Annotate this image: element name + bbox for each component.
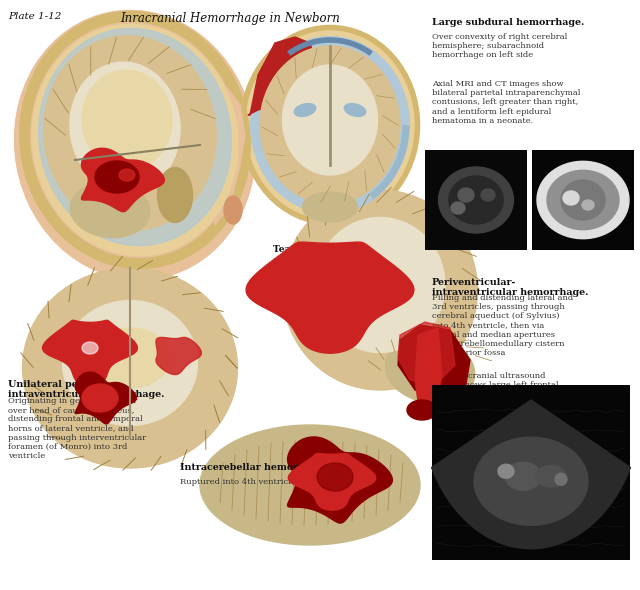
Ellipse shape (385, 337, 475, 403)
Ellipse shape (22, 268, 237, 468)
Polygon shape (449, 176, 503, 224)
Polygon shape (563, 191, 579, 205)
Polygon shape (547, 171, 619, 230)
Polygon shape (536, 466, 566, 487)
Ellipse shape (70, 182, 150, 238)
Polygon shape (156, 337, 202, 375)
Polygon shape (458, 188, 474, 202)
Ellipse shape (63, 300, 198, 425)
Polygon shape (82, 342, 98, 354)
Polygon shape (438, 167, 513, 233)
Polygon shape (582, 200, 594, 210)
Polygon shape (82, 384, 118, 412)
Text: Originating in germinal center
over head of caudate nucleus,
distending frontal : Originating in germinal center over head… (8, 397, 146, 460)
Ellipse shape (15, 11, 255, 280)
Ellipse shape (32, 24, 238, 255)
Polygon shape (210, 85, 245, 225)
Polygon shape (43, 320, 138, 386)
Polygon shape (398, 322, 455, 385)
Text: With massive
subdural hemorrhage
in posterior fossa: With massive subdural hemorrhage in post… (273, 272, 365, 299)
Text: Ruptured into 4th ventricle: Ruptured into 4th ventricle (180, 478, 296, 486)
Bar (432, 385, 630, 560)
Polygon shape (248, 37, 315, 115)
Ellipse shape (260, 46, 400, 204)
Text: Plate 1-12: Plate 1-12 (8, 12, 61, 21)
Polygon shape (561, 180, 605, 220)
Text: Axial MRI and CT images show
bilateral parietal intraparenchymal
contusions, lef: Axial MRI and CT images show bilateral p… (432, 80, 580, 125)
Ellipse shape (303, 192, 358, 222)
Bar (532, 150, 634, 250)
Ellipse shape (282, 65, 378, 175)
Polygon shape (407, 400, 437, 420)
Ellipse shape (315, 218, 445, 352)
Ellipse shape (344, 103, 365, 116)
Text: Large subdural hemorrhage.: Large subdural hemorrhage. (432, 18, 584, 27)
Polygon shape (289, 454, 376, 510)
Polygon shape (246, 242, 414, 353)
Polygon shape (474, 437, 588, 525)
Bar (425, 150, 527, 250)
Polygon shape (555, 473, 567, 485)
Polygon shape (431, 400, 630, 549)
Ellipse shape (38, 28, 232, 245)
Polygon shape (498, 464, 514, 478)
Polygon shape (287, 437, 392, 523)
Ellipse shape (157, 168, 193, 222)
Polygon shape (451, 202, 465, 214)
Ellipse shape (200, 425, 420, 545)
Polygon shape (481, 189, 495, 201)
Polygon shape (505, 462, 541, 490)
Polygon shape (415, 325, 445, 410)
Polygon shape (81, 148, 164, 212)
Ellipse shape (250, 36, 410, 214)
Text: Unilateral periventricular-
intraventricular hemorrhage.: Unilateral periventricular- intraventric… (8, 380, 164, 399)
Ellipse shape (70, 62, 180, 192)
Text: Inracranial Hemorrhage in Newborn: Inracranial Hemorrhage in Newborn (120, 12, 340, 25)
Polygon shape (537, 161, 629, 239)
Text: Intracerebellar hemorrhage.: Intracerebellar hemorrhage. (180, 463, 332, 472)
Text: Coronal cranial ultrasound
image shows large left frontal
intraventricular hemor: Coronal cranial ultrasound image shows l… (432, 372, 566, 417)
Ellipse shape (224, 196, 242, 224)
Ellipse shape (90, 328, 170, 388)
Ellipse shape (243, 28, 417, 222)
Ellipse shape (82, 70, 172, 170)
Polygon shape (398, 325, 470, 400)
Text: Filling and distending lateral and
3rd ventricles, passing through
cerebral aque: Filling and distending lateral and 3rd v… (432, 294, 573, 357)
Text: Tear of tentorium and
great cerebral vein (of
Galen).: Tear of tentorium and great cerebral vei… (273, 245, 386, 275)
Ellipse shape (282, 190, 477, 390)
Polygon shape (119, 169, 135, 181)
Text: Periventricular-
intraventricular hemorrhage.: Periventricular- intraventricular hemorr… (432, 278, 589, 297)
Polygon shape (76, 372, 136, 424)
Text: Over convexity of right cerebral
hemisphere; subarachnoid
hemorrhage on left sid: Over convexity of right cerebral hemisph… (432, 33, 568, 60)
Ellipse shape (44, 36, 216, 230)
Ellipse shape (294, 103, 316, 116)
Polygon shape (95, 161, 139, 193)
Polygon shape (317, 463, 353, 491)
Polygon shape (415, 328, 442, 415)
